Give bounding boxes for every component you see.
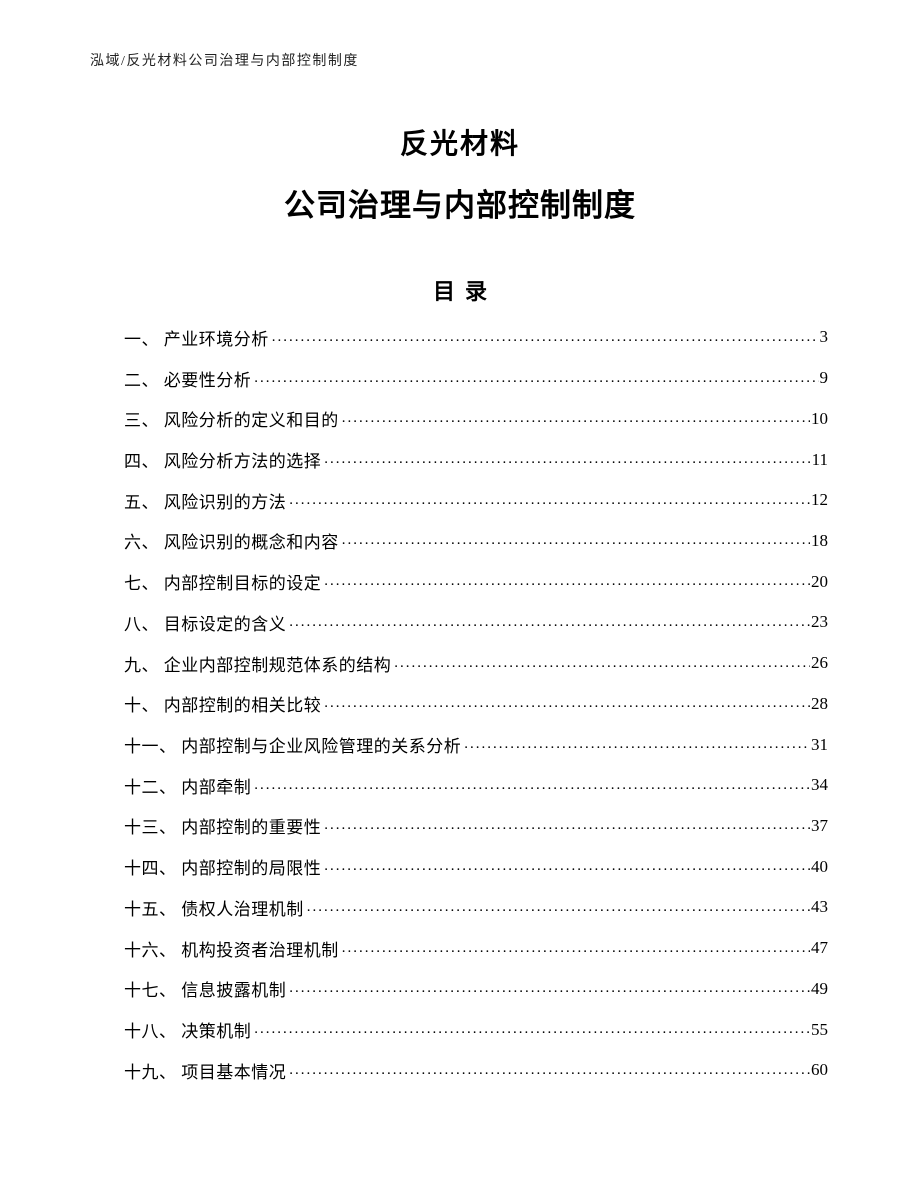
toc-item[interactable]: 六、 风险识别的概念和内容 ..........................… xyxy=(124,521,828,562)
toc-list: 一、 产业环境分析 ..............................… xyxy=(124,317,828,1091)
toc-page-number: 37 xyxy=(811,815,828,835)
toc-item[interactable]: 九、 企业内部控制规范体系的结构 .......................… xyxy=(124,643,828,684)
toc-item[interactable]: 十六、 机构投资者治理机制 ..........................… xyxy=(124,928,828,969)
toc-dot-leader: ........................................… xyxy=(394,654,810,671)
toc-item-label: 十八、 决策机制 xyxy=(124,1022,252,1042)
toc-dot-leader: ........................................… xyxy=(324,858,810,875)
toc-heading: 目录 xyxy=(432,279,497,304)
toc-dot-leader: ........................................… xyxy=(324,695,810,712)
document-header-text: 泓域/反光材料公司治理与内部控制制度 xyxy=(90,54,359,69)
toc-dot-leader: ........................................… xyxy=(464,736,810,753)
toc-dot-leader: ........................................… xyxy=(254,776,810,793)
toc-dot-leader: ........................................… xyxy=(324,817,810,834)
toc-page-number: 26 xyxy=(811,653,828,673)
toc-dot-leader: ........................................… xyxy=(289,613,810,630)
toc-item[interactable]: 四、 风险分析方法的选择 ...........................… xyxy=(124,439,828,480)
toc-item-label: 十三、 内部控制的重要性 xyxy=(124,818,322,838)
toc-dot-leader: ........................................… xyxy=(254,369,818,386)
toc-item[interactable]: 二、 必要性分析 ...............................… xyxy=(124,358,828,399)
toc-item[interactable]: 十五、 债权人治理机制 ............................… xyxy=(124,887,828,928)
toc-dot-leader: ........................................… xyxy=(341,532,810,549)
toc-dot-leader: ........................................… xyxy=(271,328,819,345)
toc-item[interactable]: 七、 内部控制目标的设定 ...........................… xyxy=(124,561,828,602)
toc-page-number: 9 xyxy=(819,368,829,388)
toc-page-number: 60 xyxy=(811,1060,828,1080)
toc-item[interactable]: 十、 内部控制的相关比较 ...........................… xyxy=(124,683,828,724)
document-title-line1: 反光材料 xyxy=(399,128,520,159)
toc-item[interactable]: 八、 目标设定的含义 .............................… xyxy=(124,602,828,643)
toc-item-label: 八、 目标设定的含义 xyxy=(124,614,287,634)
toc-item[interactable]: 三、 风险分析的定义和目的 ..........................… xyxy=(124,398,828,439)
toc-dot-leader: ........................................… xyxy=(289,491,810,508)
toc-dot-leader: ........................................… xyxy=(306,898,810,915)
toc-dot-leader: ........................................… xyxy=(341,939,810,956)
toc-item-label: 十九、 项目基本情况 xyxy=(124,1062,287,1082)
toc-page-number: 11 xyxy=(811,449,828,469)
toc-page-number: 10 xyxy=(811,408,828,428)
toc-page-number: 12 xyxy=(811,490,828,510)
toc-item-label: 十一、 内部控制与企业风险管理的关系分析 xyxy=(124,737,462,757)
toc-page-number: 18 xyxy=(811,530,828,550)
toc-item-label: 四、 风险分析方法的选择 xyxy=(124,452,322,472)
toc-item-label: 六、 风险识别的概念和内容 xyxy=(124,533,339,553)
toc-page-number: 43 xyxy=(811,897,828,917)
toc-dot-leader: ........................................… xyxy=(324,573,810,590)
toc-item-label: 十五、 债权人治理机制 xyxy=(124,899,304,919)
toc-page-number: 20 xyxy=(811,571,828,591)
toc-page-number: 23 xyxy=(811,612,828,632)
toc-page-number: 31 xyxy=(811,734,828,754)
toc-item-label: 七、 内部控制目标的设定 xyxy=(124,574,322,594)
toc-page-number: 40 xyxy=(811,856,828,876)
toc-item[interactable]: 十九、 项目基本情况 .............................… xyxy=(124,1050,828,1091)
toc-item[interactable]: 十三、 内部控制的重要性 ...........................… xyxy=(124,806,828,847)
toc-item[interactable]: 五、 风险识别的方法 .............................… xyxy=(124,480,828,521)
toc-item[interactable]: 十一、 内部控制与企业风险管理的关系分析 ...................… xyxy=(124,724,828,765)
toc-page-number: 3 xyxy=(819,327,829,347)
toc-item-label: 九、 企业内部控制规范体系的结构 xyxy=(124,655,392,675)
toc-page-number: 47 xyxy=(811,938,828,958)
toc-dot-leader: ........................................… xyxy=(254,1021,810,1038)
toc-item-label: 五、 风险识别的方法 xyxy=(124,492,287,512)
toc-item-label: 十六、 机构投资者治理机制 xyxy=(124,940,339,960)
toc-item[interactable]: 十八、 决策机制 ...............................… xyxy=(124,1009,828,1050)
toc-item-label: 十四、 内部控制的局限性 xyxy=(124,859,322,879)
toc-item[interactable]: 一、 产业环境分析 ..............................… xyxy=(124,317,828,358)
toc-item-label: 一、 产业环境分析 xyxy=(124,329,269,349)
toc-dot-leader: ........................................… xyxy=(341,410,810,427)
toc-page-number: 34 xyxy=(811,775,828,795)
toc-page-number: 55 xyxy=(811,1019,828,1039)
toc-dot-leader: ........................................… xyxy=(289,980,810,997)
toc-dot-leader: ........................................… xyxy=(289,1061,810,1078)
document-title-line2: 公司治理与内部控制制度 xyxy=(284,188,636,223)
toc-item[interactable]: 十七、 信息披露机制 .............................… xyxy=(124,969,828,1010)
toc-item[interactable]: 十二、 内部牵制 ...............................… xyxy=(124,765,828,806)
toc-page-number: 49 xyxy=(811,978,828,998)
toc-item-label: 三、 风险分析的定义和目的 xyxy=(124,411,339,431)
toc-item-label: 十二、 内部牵制 xyxy=(124,777,252,797)
toc-page-number: 28 xyxy=(811,693,828,713)
toc-item-label: 十、 内部控制的相关比较 xyxy=(124,696,322,716)
toc-dot-leader: ........................................… xyxy=(324,451,810,468)
toc-item[interactable]: 十四、 内部控制的局限性 ...........................… xyxy=(124,846,828,887)
toc-item-label: 十七、 信息披露机制 xyxy=(124,981,287,1001)
toc-item-label: 二、 必要性分析 xyxy=(124,370,252,390)
